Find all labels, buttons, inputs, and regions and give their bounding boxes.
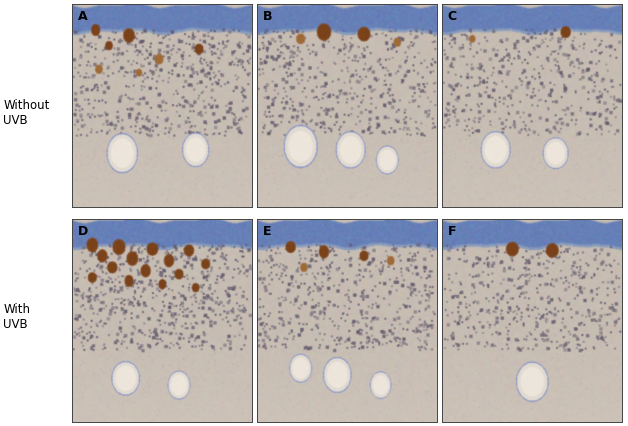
Text: C: C: [448, 10, 457, 23]
Text: A: A: [78, 10, 87, 23]
Text: B: B: [263, 10, 272, 23]
Text: With
UVB: With UVB: [3, 303, 30, 331]
Text: F: F: [448, 225, 456, 238]
Text: Without
UVB: Without UVB: [3, 99, 50, 127]
Text: D: D: [78, 225, 88, 238]
Text: E: E: [263, 225, 271, 238]
